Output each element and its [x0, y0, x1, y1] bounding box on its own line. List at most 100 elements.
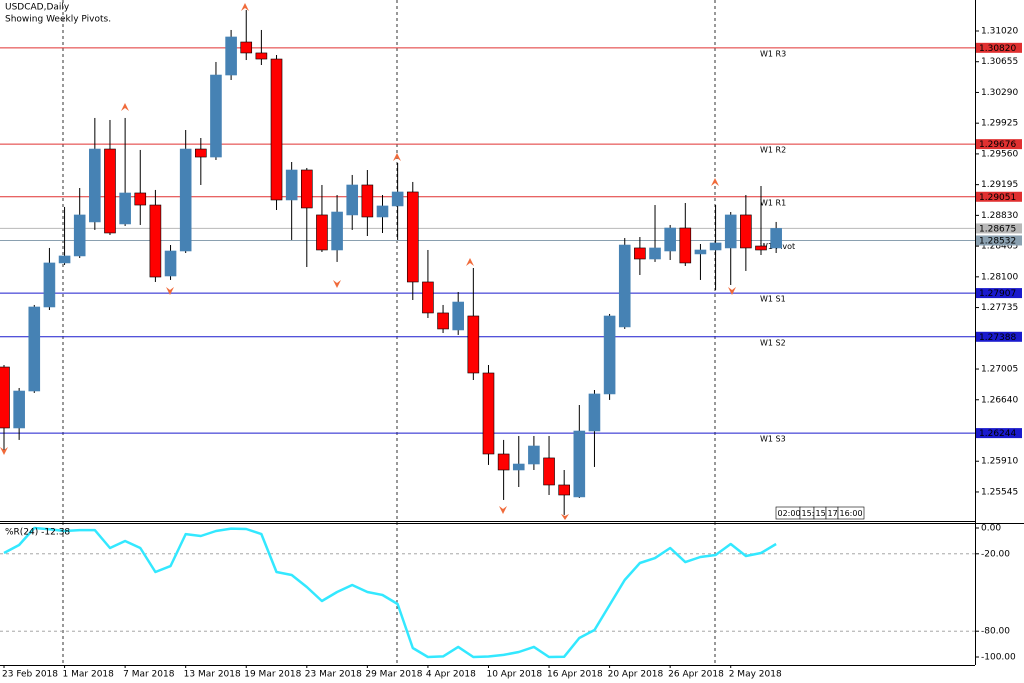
x-tick-label: 2 May 2018 [729, 670, 782, 680]
x-tick-label: 1 Mar 2018 [63, 670, 115, 680]
y-tick-label: 1.25545 [981, 487, 1018, 497]
pivot-price-label: 1.27907 [979, 289, 1016, 299]
y-tick-label: 1.28465 [981, 242, 1018, 252]
x-tick-label: 20 Apr 2018 [608, 670, 664, 680]
pivot-price-box [976, 191, 1022, 202]
x-tick-label: 23 Mar 2018 [305, 670, 362, 680]
x-tick-label: 23 Feb 2018 [2, 670, 58, 680]
y-tick-label: 1.29925 [981, 119, 1018, 129]
candle-body [346, 184, 359, 216]
candle-body [588, 393, 601, 432]
y-tick-label: 1.28830 [981, 211, 1018, 221]
y-tick-label: 1.27735 [981, 303, 1018, 313]
fractal-down [561, 514, 569, 520]
candle-body [331, 211, 343, 251]
candle-body [467, 315, 480, 374]
fractal-down [166, 287, 174, 295]
indicator-y-tick-label: -20.00 [981, 549, 1010, 559]
candle-body [0, 366, 10, 429]
candle-body [104, 148, 116, 234]
candle-body [89, 148, 101, 223]
y-tick-label: 1.26640 [981, 395, 1018, 405]
x-tick-label: 10 Apr 2018 [486, 670, 542, 680]
candle-body [422, 281, 434, 314]
pivot-price-label: 1.30820 [979, 44, 1016, 54]
fractal-up [393, 153, 401, 161]
fractal-down [0, 447, 8, 455]
fractal-down [728, 287, 736, 295]
pivot-price-box [976, 235, 1022, 246]
candle-body [255, 52, 268, 60]
candle-body [724, 214, 737, 249]
pivot-price-box [976, 42, 1022, 53]
candle-body [406, 191, 419, 283]
y-tick-label: 1.30655 [981, 57, 1018, 67]
indicator-line [3, 526, 777, 659]
y-tick-label: 1.29195 [981, 180, 1018, 190]
pivot-name: W1 R2 [760, 146, 786, 155]
indicator-y-tick-label: -100.00 [981, 653, 1016, 663]
candle-body [164, 250, 177, 277]
indicator-title: %R(24) -12.38 [5, 528, 70, 538]
candle-body [679, 227, 692, 264]
pivot-name: W1 S3 [760, 435, 786, 444]
candle-body [437, 312, 449, 330]
time-label: 16:00 [840, 509, 863, 518]
candle-body [618, 244, 631, 328]
candle-body [300, 169, 313, 209]
pivot-price-box [976, 288, 1022, 299]
candle-body [497, 453, 510, 471]
candle-body [482, 372, 495, 455]
pivot-price-box [976, 139, 1022, 150]
candle-body [195, 148, 207, 158]
candle-body [512, 463, 525, 471]
y-tick-label: 1.27005 [981, 365, 1018, 375]
y-tick-label: 1.30290 [981, 88, 1018, 98]
x-tick-label: 13 Mar 2018 [184, 670, 241, 680]
candle-body [740, 214, 752, 249]
candle-body [43, 262, 56, 308]
pivot-name: W1 R3 [760, 49, 786, 58]
pivot-price-label: 1.27388 [979, 333, 1016, 343]
candle-body [13, 390, 25, 429]
candle-body [634, 247, 646, 260]
candle-body [316, 214, 328, 251]
x-tick-label: 7 Mar 2018 [123, 670, 175, 680]
candle-body [709, 242, 722, 251]
candle-body [573, 430, 586, 498]
pivot-name: W1 R1 [760, 198, 786, 207]
pivot-price-label: 1.28532 [979, 236, 1016, 246]
pivot-name: W1 S1 [760, 295, 786, 304]
candle-body [528, 445, 540, 465]
time-label: 17: [828, 509, 841, 518]
candle-body [558, 484, 570, 496]
x-tick-label: 29 Mar 2018 [365, 670, 422, 680]
candle-body [543, 457, 555, 486]
candle-body [28, 306, 41, 392]
candle-body [134, 192, 147, 206]
candle-body [361, 184, 374, 218]
fractal-down [333, 280, 341, 288]
time-label: 15:1 [802, 509, 820, 518]
candle-body [603, 315, 616, 395]
candle-body [179, 148, 192, 252]
y-tick-label: 1.25910 [981, 457, 1018, 467]
candle-body [452, 301, 465, 331]
overlay: 1.31020 1.30655 1.30290 1.29925 1.29560 1.291… [2, 26, 1022, 680]
y-tick-label: 1.31020 [981, 26, 1018, 36]
pivot-price-label: 1.26244 [979, 429, 1016, 439]
candle-body [58, 255, 71, 264]
indicator-y-tick-label: -80.00 [981, 627, 1010, 637]
indicator-y-tick-label: 0.00 [981, 523, 1001, 533]
chart-title: USDCAD,Daily [5, 3, 70, 13]
candle-body [770, 228, 782, 249]
candle-body [755, 245, 767, 251]
candle-body [149, 204, 162, 278]
pivot-price-label: 1.29676 [979, 140, 1016, 150]
time-label: 02:00 [778, 509, 801, 518]
fractal-down [499, 506, 507, 514]
fractal-up [241, 3, 249, 11]
